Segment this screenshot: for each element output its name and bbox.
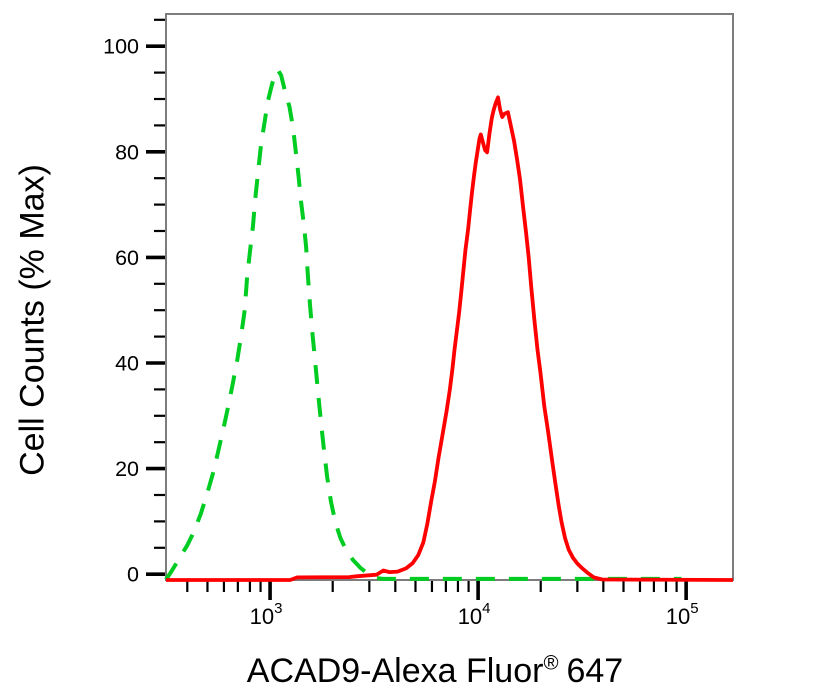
y-tick-label: 60: [115, 246, 139, 270]
plot-frame: [165, 13, 734, 581]
y-tick-label: 40: [115, 351, 139, 375]
y-tick-label: 80: [115, 140, 139, 164]
green-dashed-curve: [164, 68, 682, 581]
x-tick-label: 105: [666, 600, 699, 629]
y-tick-label: 0: [127, 563, 139, 587]
y-tick-label: 100: [103, 35, 139, 59]
x-axis-title: ACAD9-Alexa Fluor® 647: [140, 652, 730, 691]
red-solid-curve: [166, 95, 734, 582]
x-axis-title-text: ACAD9-Alexa Fluor: [246, 652, 544, 690]
x-axis-title-number: 647: [566, 652, 624, 690]
y-axis: 0 20 40 60 80 100: [103, 18, 165, 587]
registered-trademark-icon: ®: [543, 652, 559, 675]
y-tick-label: 20: [115, 457, 139, 481]
x-tick-label: 104: [458, 600, 491, 629]
x-tick-label: 103: [250, 600, 283, 629]
x-axis: 103 104 105: [186, 581, 699, 629]
y-axis-title: Cell Counts (% Max): [13, 164, 52, 476]
